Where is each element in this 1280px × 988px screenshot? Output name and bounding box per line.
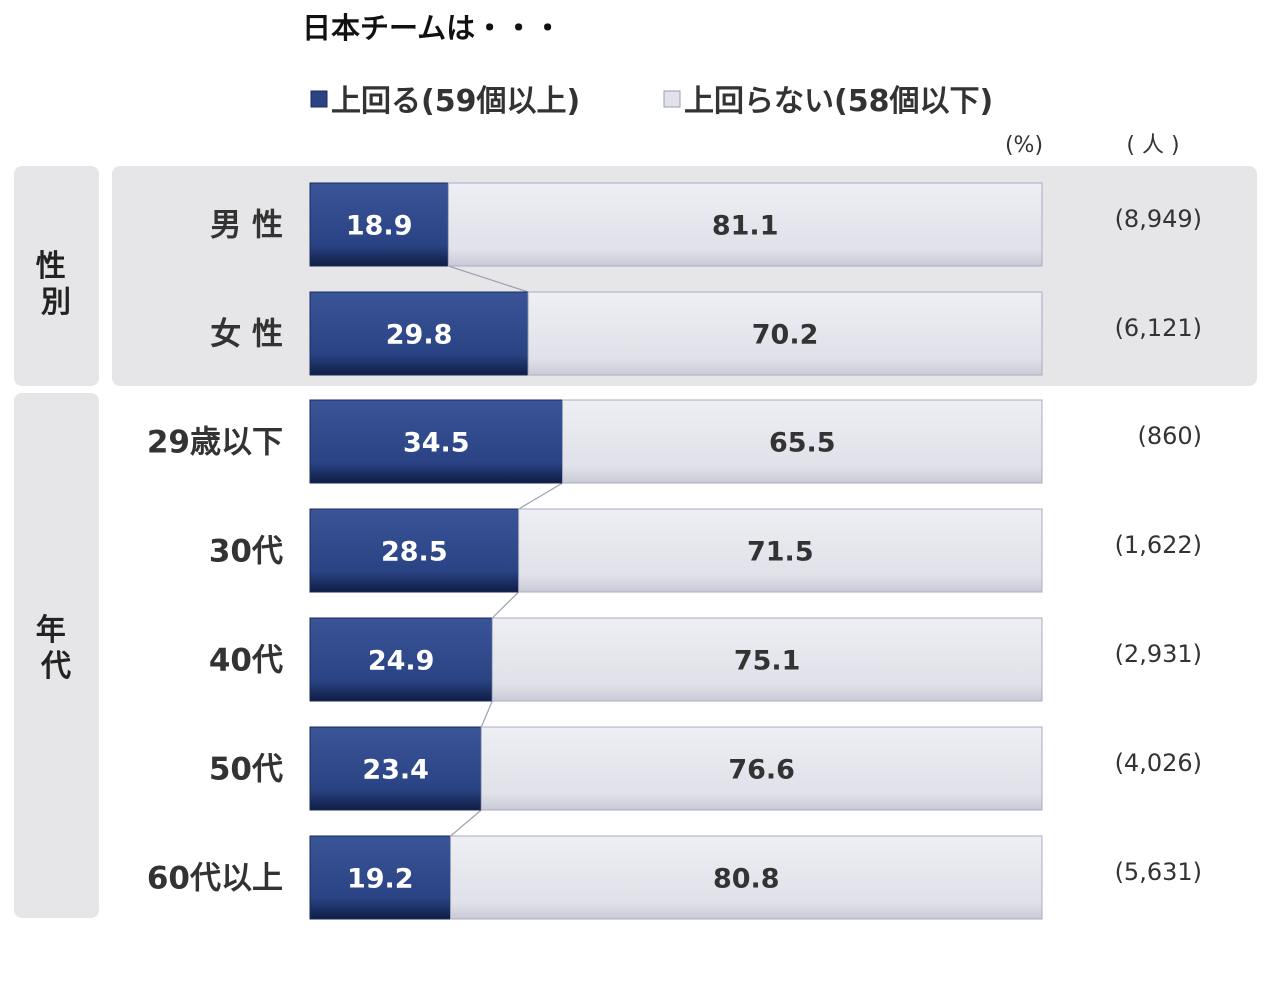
bar-row: 28.5 71.5 30代 (1,622) bbox=[209, 508, 1202, 593]
data-label-not-exceed: 70.2 bbox=[752, 320, 819, 351]
unit-percent: (%) bbox=[1005, 133, 1043, 158]
connector-line bbox=[491, 591, 520, 619]
data-label-exceed: 29.8 bbox=[386, 320, 453, 351]
group-panel-age bbox=[14, 393, 99, 918]
bar-segment-not-exceed bbox=[450, 835, 1043, 920]
data-label-not-exceed: 65.5 bbox=[769, 428, 836, 459]
data-label-exceed: 19.2 bbox=[347, 864, 414, 895]
bar-segment-not-exceed bbox=[518, 508, 1043, 593]
sample-count: (6,121) bbox=[1115, 314, 1202, 342]
data-label-not-exceed: 80.8 bbox=[713, 864, 780, 895]
group-label-age: 年 代 bbox=[36, 613, 76, 684]
data-label-not-exceed: 75.1 bbox=[734, 646, 801, 677]
bar-segment-not-exceed bbox=[562, 399, 1043, 484]
connector-line bbox=[480, 700, 493, 728]
category-label: 29歳以下 bbox=[147, 425, 283, 461]
category-label: 50代 bbox=[209, 752, 283, 788]
legend-label-exceed: 上回る(59個以上) bbox=[331, 84, 580, 119]
sample-count: (4,026) bbox=[1115, 749, 1202, 777]
category-label: 男 性 bbox=[210, 208, 283, 244]
bar-segment-not-exceed bbox=[480, 726, 1043, 811]
group-panel-gender bbox=[14, 166, 99, 386]
data-label-not-exceed: 71.5 bbox=[747, 537, 814, 568]
data-label-exceed: 34.5 bbox=[403, 428, 470, 459]
bar-row: 23.4 76.6 50代 (4,026) bbox=[209, 726, 1202, 811]
bar-segment-exceed bbox=[309, 399, 564, 484]
connector-line bbox=[448, 265, 529, 293]
bar-segment-exceed bbox=[309, 617, 493, 702]
bar-row: 19.2 80.8 60代以上 (5,631) bbox=[147, 835, 1202, 920]
sample-count: (2,931) bbox=[1115, 640, 1202, 668]
category-label: 30代 bbox=[209, 534, 283, 570]
bar-row: 29.8 70.2 女 性 (6,121) bbox=[210, 291, 1202, 376]
data-label-exceed: 28.5 bbox=[381, 537, 448, 568]
unit-count: ( 人 ) bbox=[1126, 133, 1179, 158]
legend-swatch-not-exceed bbox=[663, 90, 681, 108]
connector-lines bbox=[448, 265, 563, 837]
sample-count: (1,622) bbox=[1115, 531, 1202, 559]
bar-segment-exceed bbox=[309, 291, 529, 376]
sample-count: (8,949) bbox=[1115, 205, 1202, 233]
data-label-exceed: 18.9 bbox=[346, 211, 413, 242]
category-label: 女 性 bbox=[210, 317, 283, 353]
group-label-gender: 性 別 bbox=[36, 249, 76, 320]
bar-segment-not-exceed bbox=[491, 617, 1043, 702]
data-label-exceed: 24.9 bbox=[368, 646, 435, 677]
bar-row: 18.9 81.1 男 性 (8,949) bbox=[210, 182, 1202, 267]
sample-count: (860) bbox=[1137, 422, 1202, 450]
legend-swatch-exceed bbox=[310, 90, 328, 108]
data-label-not-exceed: 81.1 bbox=[712, 211, 779, 242]
legend-label-not-exceed: 上回らない(58個以下) bbox=[684, 84, 993, 119]
bar-segment-not-exceed bbox=[447, 182, 1043, 267]
chart-title: 日本チームは・・・ bbox=[302, 11, 562, 45]
data-label-exceed: 23.4 bbox=[362, 755, 429, 786]
category-label: 60代以上 bbox=[147, 861, 283, 897]
bar-row: 34.5 65.5 29歳以下 (860) bbox=[147, 399, 1202, 484]
connector-line bbox=[518, 482, 563, 510]
bar-row: 24.9 75.1 40代 (2,931) bbox=[209, 617, 1202, 702]
bar-segment-exceed bbox=[309, 726, 482, 811]
sample-count: (5,631) bbox=[1115, 858, 1202, 886]
bar-segment-exceed bbox=[309, 835, 452, 920]
bar-segment-not-exceed bbox=[527, 291, 1043, 376]
connector-line bbox=[450, 809, 482, 837]
category-label: 40代 bbox=[209, 643, 283, 679]
bar-segment-exceed bbox=[309, 508, 520, 593]
data-label-not-exceed: 76.6 bbox=[728, 755, 795, 786]
